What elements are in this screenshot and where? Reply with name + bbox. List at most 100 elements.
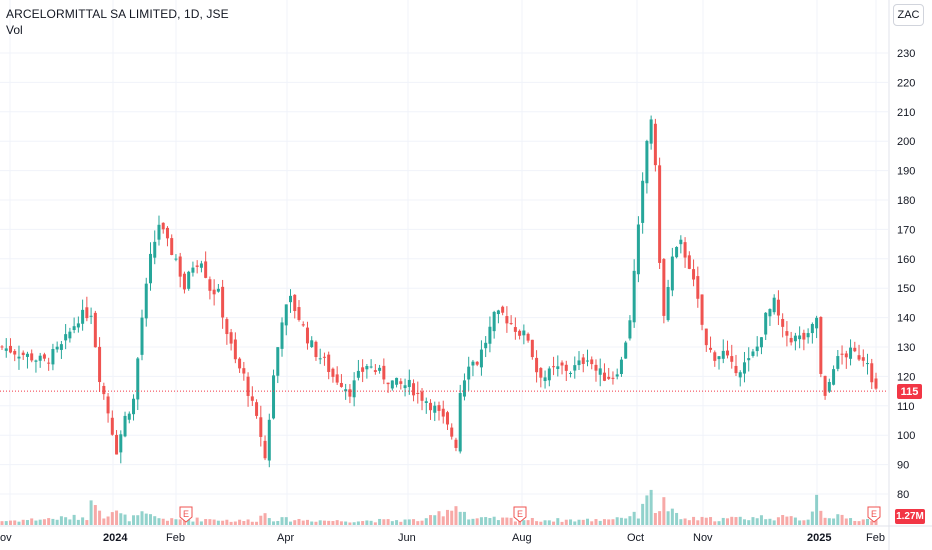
volume-bar — [174, 519, 178, 525]
candle-body — [721, 350, 725, 359]
price-axis[interactable]: 80 90 100 110 120 130 140 150 160 170 180 190 200 210… — [888, 0, 915, 550]
candle-body — [293, 294, 297, 312]
volume-bar — [81, 517, 85, 525]
candle-body — [730, 356, 734, 362]
volume-bar — [305, 519, 309, 525]
volume-bar — [34, 520, 38, 525]
volume-bar — [327, 520, 331, 525]
earnings-marker[interactable]: E — [179, 506, 193, 523]
volume-bar — [153, 516, 157, 525]
volume-bar — [170, 518, 174, 525]
candle-body — [34, 360, 38, 362]
candle-body — [645, 140, 649, 184]
candle-body — [89, 315, 93, 317]
candle-body — [759, 337, 763, 348]
candle-body — [539, 368, 543, 378]
candle-body — [866, 363, 870, 365]
volume-bar — [823, 517, 827, 525]
volume-bar — [412, 519, 416, 525]
volume-bar — [276, 521, 280, 525]
volume-bar — [670, 508, 674, 525]
earnings-letter: E — [183, 509, 189, 519]
price-tick-label: 180 — [897, 195, 915, 207]
volume-bar — [348, 522, 352, 525]
candle-body — [849, 347, 853, 359]
volume-bar — [339, 521, 343, 525]
volume-bar — [874, 520, 878, 525]
time-tick-label: Nov — [693, 532, 713, 544]
candle-body — [653, 123, 657, 166]
candle-body — [420, 391, 424, 401]
earnings-marker[interactable]: E — [867, 506, 881, 523]
candle-body — [76, 323, 80, 328]
candle-body — [233, 339, 237, 360]
volume-bar — [713, 521, 717, 525]
volume-bar — [263, 513, 267, 525]
candle-body — [378, 367, 382, 371]
volume-bar — [250, 521, 254, 525]
volume-bar — [314, 521, 318, 525]
candle-body — [361, 367, 365, 372]
candle-body — [789, 337, 793, 343]
volume-bar — [382, 519, 386, 525]
candle-body — [407, 379, 411, 388]
volume-bar — [165, 520, 169, 525]
candle-body — [365, 366, 369, 370]
candle-body — [81, 309, 85, 324]
volume-bar — [721, 517, 725, 525]
volume-bar — [535, 521, 539, 525]
volume-bar — [709, 517, 713, 525]
candle-body — [412, 383, 416, 396]
time-tick-label: Aug — [512, 532, 532, 544]
volume-bar — [547, 520, 551, 525]
volume-bar — [293, 520, 297, 525]
candle-body — [416, 392, 420, 394]
volume-bar — [552, 521, 556, 525]
candle-body — [356, 370, 360, 378]
candle-body — [38, 355, 42, 361]
volume-bar — [136, 515, 140, 525]
volume-bar — [199, 521, 203, 525]
volume-bar — [416, 521, 420, 525]
volume-bar — [30, 518, 34, 525]
candle-body — [225, 319, 229, 335]
candle-body — [734, 365, 738, 374]
candle-body — [696, 276, 700, 299]
volume-bar — [148, 514, 152, 525]
volume-bar — [38, 519, 42, 525]
volume-bar — [530, 517, 534, 525]
volume-bar — [569, 519, 573, 525]
price-tick-label: 210 — [897, 107, 915, 119]
last-volume-badge: 1.27M — [895, 509, 925, 524]
time-tick-label: ov — [0, 532, 12, 544]
volume-bar — [844, 518, 848, 525]
candle-body — [742, 362, 746, 374]
volume-bar — [352, 522, 356, 525]
candle-body — [454, 439, 458, 448]
candle-body — [441, 408, 445, 417]
volume-bar — [789, 516, 793, 525]
volume-bar — [815, 494, 819, 525]
time-tick-label: Feb — [866, 532, 885, 544]
volume-bar — [76, 519, 80, 525]
candle-body — [751, 351, 755, 356]
earnings-marker[interactable]: E — [513, 506, 527, 523]
volume-bar — [585, 518, 589, 525]
volume-bar — [429, 515, 433, 525]
volume-bar — [378, 518, 382, 525]
volume-bar — [611, 519, 615, 525]
volume-bar — [687, 520, 691, 525]
candle-body — [115, 434, 119, 455]
price-tick-label: 200 — [897, 136, 915, 148]
time-tick-label: Apr — [277, 532, 294, 544]
candle-body — [191, 267, 195, 273]
volume-bar — [662, 497, 666, 525]
candle-body — [246, 376, 250, 396]
volume-bar — [106, 516, 110, 525]
currency-button[interactable]: ZAC — [893, 4, 924, 26]
volume-bar — [13, 520, 17, 525]
time-axis[interactable]: ov 2024 Feb Apr Jun Aug Oct Nov 2025 Feb — [0, 525, 932, 544]
candle-body — [526, 333, 530, 341]
